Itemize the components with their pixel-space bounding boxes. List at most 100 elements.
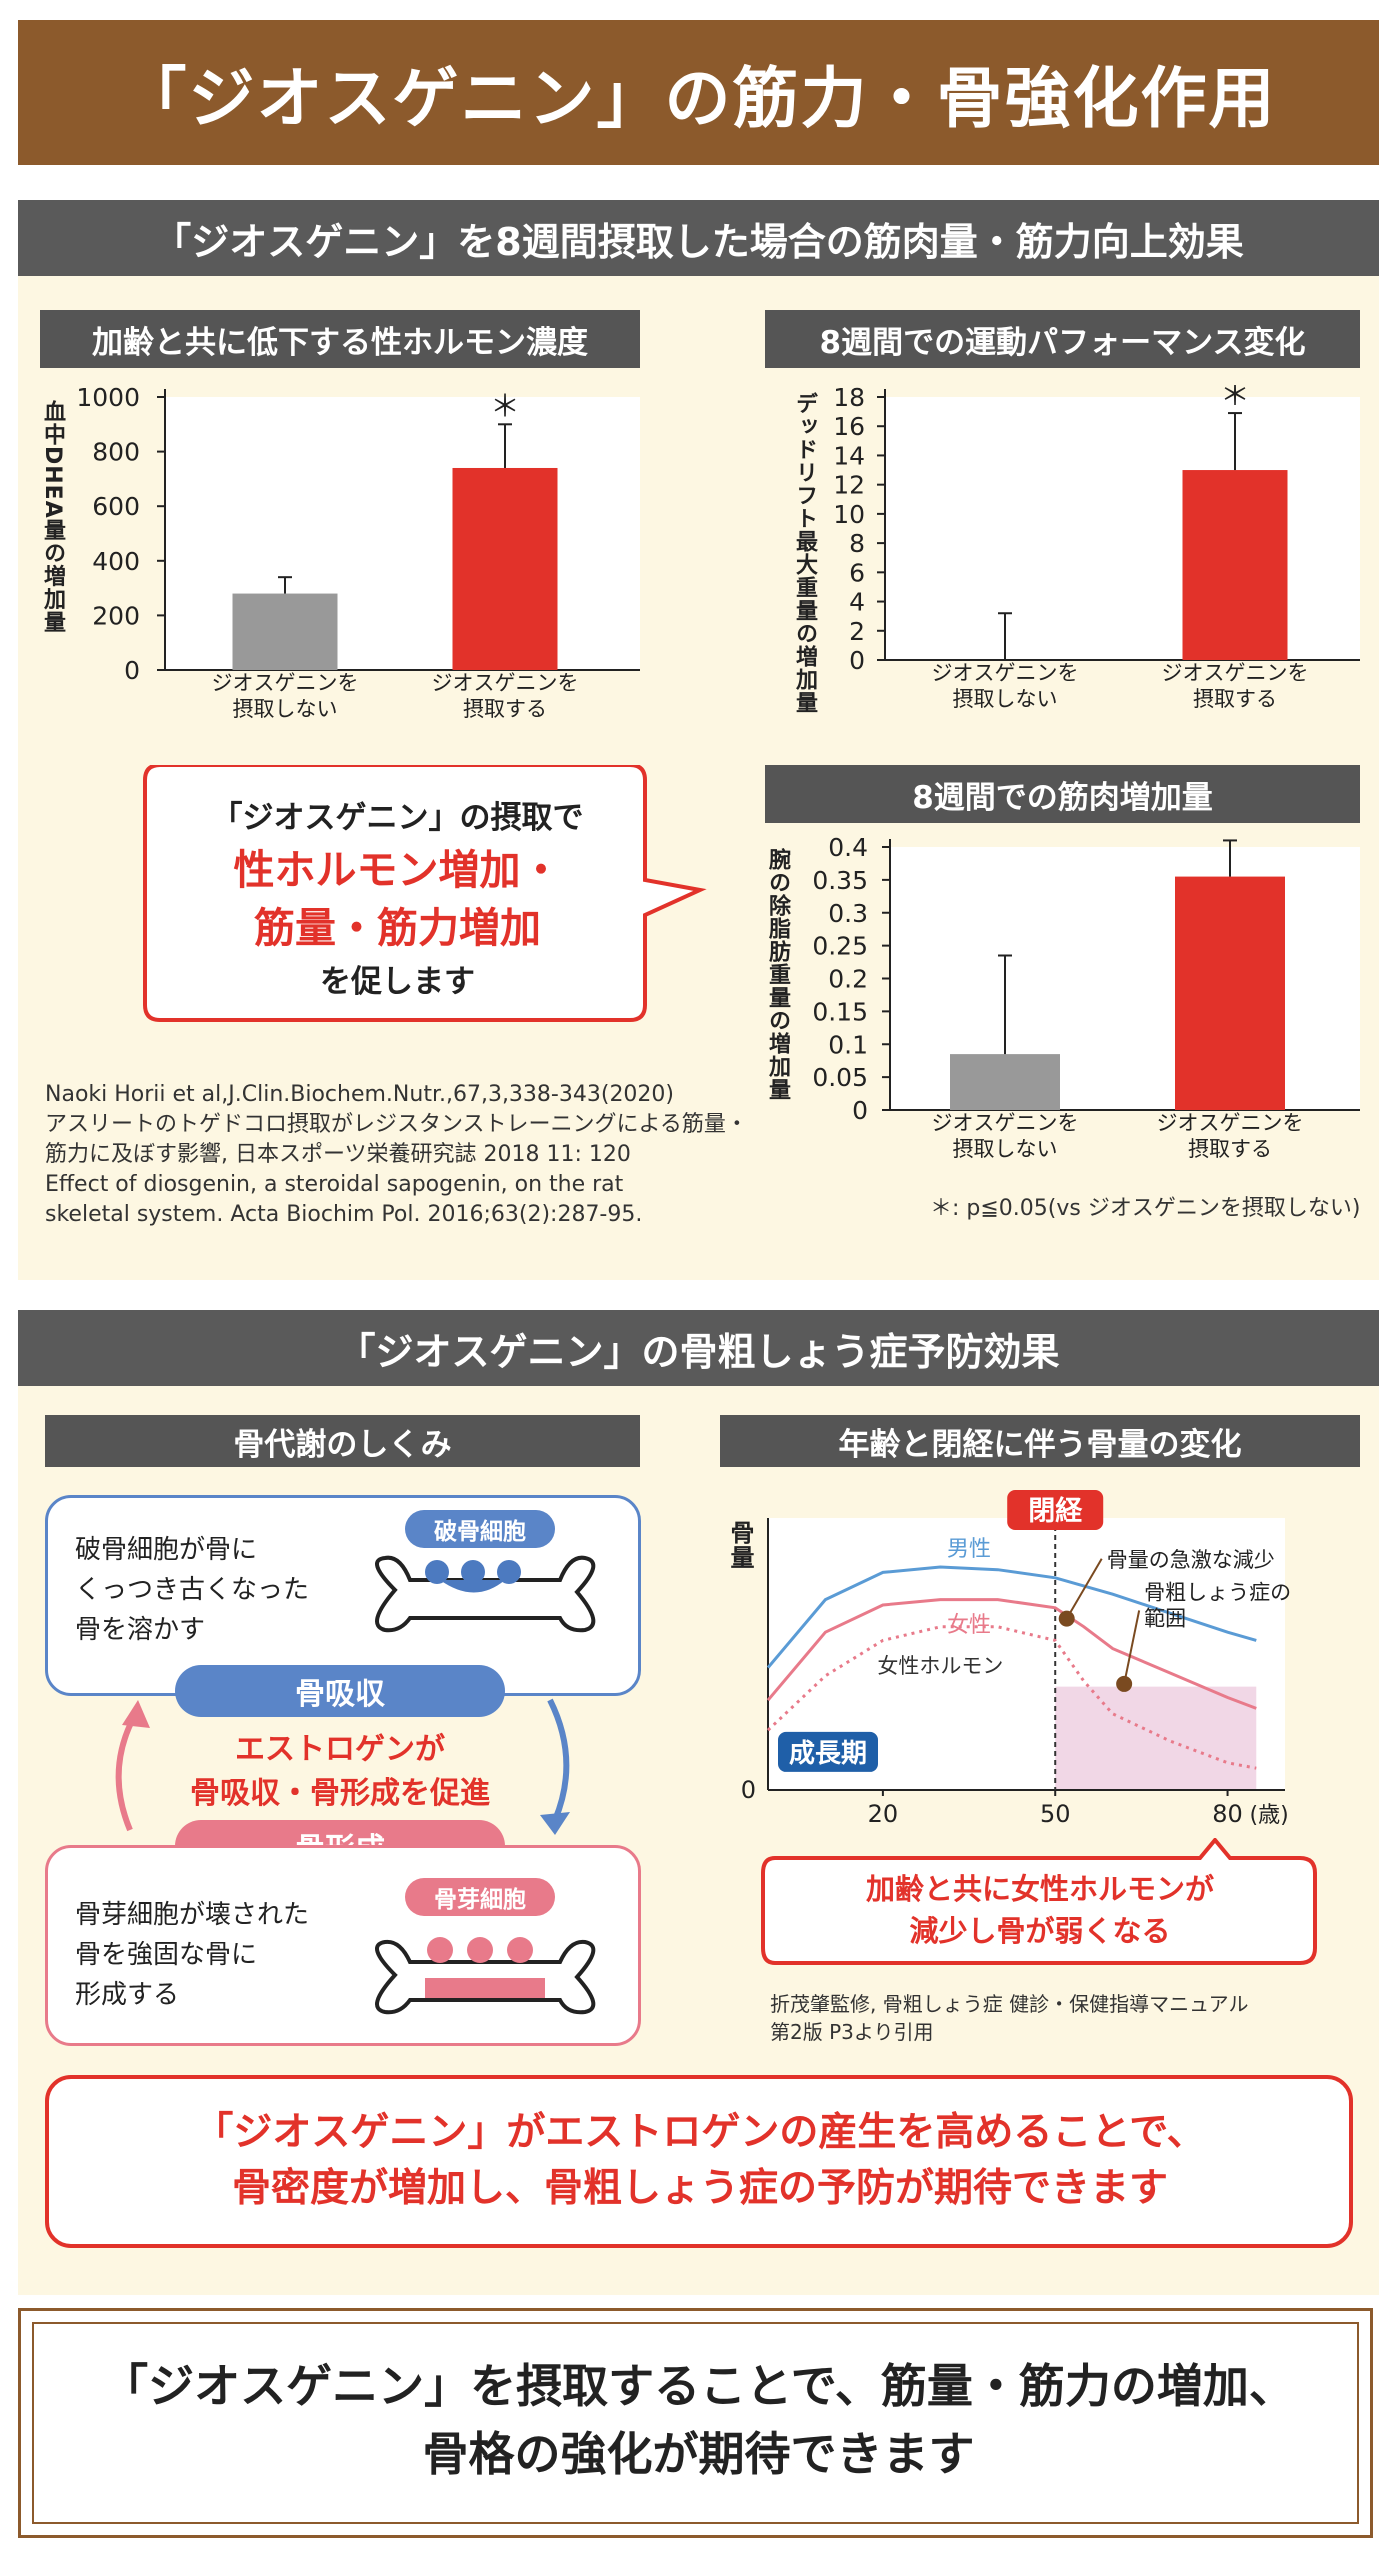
bubble-line-4: を促します [320, 964, 475, 1000]
y-tick-label: 6 [849, 558, 865, 587]
chart-citation: 折茂肇監修, 骨粗しょう症 健診・保健指導マニュアル 第2版 P3より引用 [770, 1990, 1248, 2046]
y-tick-label: 0.25 [812, 932, 868, 961]
hormone-decline-text: 加齢と共に女性ホルモンが 減少し骨が弱くなる [765, 1868, 1315, 1952]
y-tick-label: 0.2 [828, 965, 868, 994]
plot-area [885, 397, 1360, 660]
references: Naoki Horii et al,J.Clin.Biochem.Nutr.,6… [45, 1080, 765, 1230]
significance-mark: ＊ [490, 389, 520, 424]
y-tick-label: 10 [833, 500, 865, 529]
final-summary-inner [32, 2322, 1359, 2524]
y-tick-label: 18 [833, 385, 865, 412]
osteoblast-text: 骨芽細胞が壊された 骨を強固な骨に 形成する [75, 1895, 309, 2015]
y-tick-label: 0.15 [812, 997, 868, 1026]
osteoblast-text-line: 形成する [75, 1980, 180, 2010]
y-tick-label: 8 [849, 529, 865, 558]
growth-tag: 成長期 [778, 1731, 878, 1772]
y-tick-label: 800 [92, 438, 140, 467]
reference-line: skeletal system. Acta Biochim Pol. 2016;… [45, 1202, 643, 1227]
category-label: 摂取しない [953, 1137, 1058, 1161]
bone-osteoclast-icon [375, 1555, 596, 1633]
osteoporosis-zone [1055, 1686, 1257, 1790]
bar [232, 593, 338, 670]
osteoporosis-leader [1123, 1610, 1141, 1685]
category-label: 摂取する [1188, 1137, 1272, 1161]
y-tick-label: 0.05 [812, 1063, 868, 1092]
osteoclast-tag: 破骨細胞 [405, 1510, 555, 1548]
osteoblast-text-line: 骨を強固な骨に [75, 1940, 258, 1970]
bubble-text: 「ジオスゲニン」の摂取で 性ホルモン増加・ 筋量・筋力増加 を促します [150, 795, 645, 1007]
conclusion-line: 骨密度が増加し、骨粗しょう症の予防が期待できます [231, 2166, 1168, 2211]
x-tick-label: 50 [1040, 1800, 1071, 1828]
menopause-tag-bg [1007, 1490, 1104, 1530]
bubble-line-1: 「ジオスゲニン」の摂取で [211, 800, 584, 836]
final-line: 骨格の強化が期待できます [422, 2427, 975, 2481]
bone-mass-ylabel: 骨量 [726, 1520, 754, 1570]
estrogen-text-line: 骨吸収・骨形成を促進 [190, 1776, 490, 1811]
rapid-loss-leader [1065, 1558, 1103, 1620]
y-tick-label: 14 [833, 441, 865, 470]
osteoclast-text-line: くっつき古くなった [75, 1575, 310, 1605]
y-tick-label: 200 [92, 601, 140, 630]
category-label: 摂取しない [953, 687, 1058, 711]
series-label: 女性 [947, 1613, 991, 1638]
series-label: 男性 [947, 1537, 991, 1562]
y-tick-label: 600 [92, 492, 140, 521]
osteoclast-text: 破骨細胞が骨に くっつき古くなった 骨を溶かす [75, 1530, 309, 1650]
rapid-loss-label: 骨量の急激な減少 [1107, 1548, 1275, 1572]
bar [1182, 470, 1288, 660]
hormone-decline-bubble [761, 1838, 1317, 1965]
y-tick-label: 0 [124, 656, 140, 685]
y-tick-label: 0.1 [828, 1030, 868, 1059]
final-summary-text: 「ジオスゲニン」を摂取することで、筋量・筋力の増加、 骨格の強化が期待できます [20, 2352, 1377, 2488]
category-label: ジオスゲニンを [1162, 661, 1309, 685]
y-tick-label: 4 [849, 588, 865, 617]
x-unit-label: (歳) [1250, 1803, 1289, 1828]
bar [452, 467, 558, 670]
category-label: ジオスゲニンを [212, 671, 359, 695]
menopause-label: 閉経 [1028, 1495, 1083, 1527]
osteoporosis-label: 範囲 [1144, 1607, 1186, 1631]
final-summary-box [18, 2308, 1373, 2538]
hormone-decline-line: 減少し骨が弱くなる [909, 1914, 1171, 1948]
significance-footnote: ＊: p≦0.05(vs ジオスゲニンを摂取しない) [930, 1196, 1361, 1221]
significance-mark: ＊ [1220, 385, 1250, 413]
x-tick-label: 80 [1212, 1800, 1243, 1828]
series-line [766, 1598, 1257, 1710]
series-label: 女性ホルモン [877, 1654, 1003, 1678]
osteoclast-text-line: 破骨細胞が骨に [75, 1535, 258, 1565]
hormone-chart-title: 加齢と共に低下する性ホルモン濃度 [40, 310, 640, 368]
osteoporosis-dot [1116, 1675, 1133, 1692]
bone-metabolism-title: 骨代謝のしくみ [45, 1415, 640, 1467]
cycle-arrows [115, 1698, 570, 1835]
performance-chart-title: 8週間での運動パフォーマンス変化 [765, 310, 1360, 368]
y-tick-label: 16 [833, 412, 865, 441]
hormone-decline-line: 加齢と共に女性ホルモンが [865, 1872, 1214, 1906]
reference-line: Effect of diosgenin, a steroidal sapogen… [45, 1172, 624, 1197]
y-tick-label: 2 [849, 617, 865, 646]
growth-label: 成長期 [789, 1739, 867, 1769]
y-tick-label: 0.4 [828, 835, 868, 862]
category-label: ジオスゲニンを [932, 1111, 1079, 1135]
muscle-chart-title: 8週間での筋肉増加量 [765, 765, 1360, 823]
bar [950, 1054, 1060, 1110]
category-label: 摂取する [1193, 687, 1277, 711]
citation-line: 第2版 P3より引用 [770, 2020, 934, 2044]
menopause-tag: 閉経 [1007, 1490, 1104, 1530]
x-tick-label: 20 [868, 1800, 899, 1828]
hormone-chart: 1000 800 600 400 200 0 ジオスゲニンを摂取しない ＊ ジオスゲニンを摂取す… [76, 385, 640, 721]
bar [1175, 876, 1285, 1110]
citation-line: 折茂肇監修, 骨粗しょう症 健診・保健指導マニュアル [770, 1992, 1249, 2016]
y-tick-label: 400 [92, 547, 140, 576]
reference-line: アスリートのトゲドコロ摂取がレジスタンストレーニングによる筋量・ [45, 1112, 748, 1137]
bone-resorption-label: 骨吸収 [175, 1665, 505, 1717]
category-label: 摂取する [463, 697, 547, 721]
series-line [766, 1565, 1257, 1669]
muscle-section-header: 「ジオスゲニン」を8週間摂取した場合の筋肉量・筋力向上効果 [18, 200, 1379, 276]
bubble-line-2: 性ホルモン増加・ [233, 846, 562, 894]
series-line [766, 1625, 1257, 1770]
y-tick-label: 12 [833, 471, 865, 500]
page-title: 「ジオスゲニン」の筋力・骨強化作用 [18, 20, 1379, 165]
reference-line: Naoki Horii et al,J.Clin.Biochem.Nutr.,6… [45, 1082, 675, 1107]
